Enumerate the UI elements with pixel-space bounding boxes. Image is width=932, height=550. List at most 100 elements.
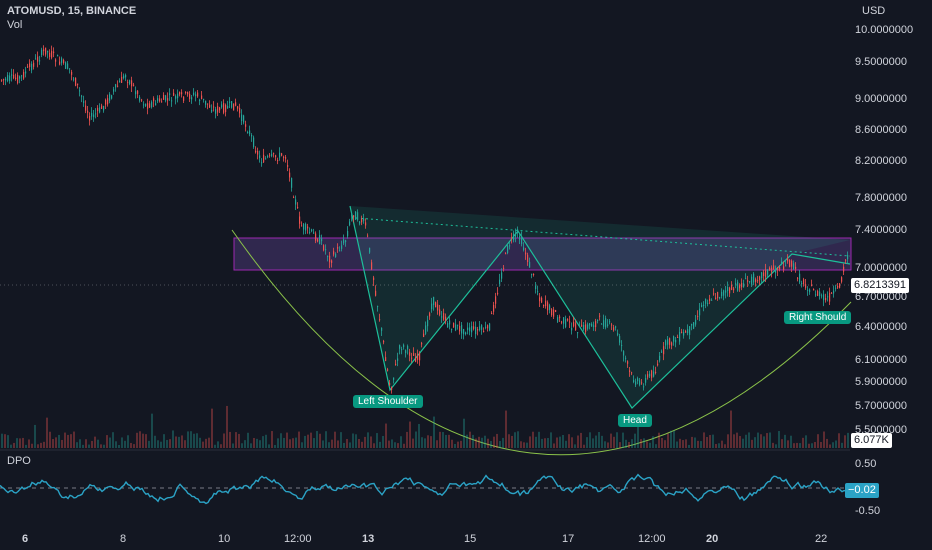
candle-body [21, 75, 23, 77]
candle-body [389, 383, 391, 385]
candle-body [387, 369, 389, 371]
candle-body [131, 80, 133, 87]
candle-body [839, 283, 841, 288]
volume-bar [301, 442, 303, 448]
volume-bar [259, 440, 261, 448]
volume-bar [844, 435, 846, 448]
volume-bar [721, 440, 723, 448]
candle-body [379, 319, 381, 321]
candle-body [843, 266, 845, 272]
volume-bar [451, 439, 453, 448]
candle-body [597, 319, 599, 321]
volume-bar [547, 438, 549, 448]
candle-body [85, 105, 87, 111]
volume-bar [829, 444, 831, 448]
candle-body [443, 313, 445, 320]
candle-body [661, 351, 663, 353]
candle-body [425, 325, 427, 334]
candle-body [255, 150, 257, 153]
candle-body [591, 323, 593, 327]
price-axis-label: 6.4000000 [855, 321, 907, 333]
volume-bar [772, 442, 774, 448]
candle-body [599, 315, 601, 317]
right-shoulder-label[interactable]: Right Should [784, 311, 852, 324]
volume-bar [433, 416, 435, 448]
volume-bar [676, 441, 678, 448]
candle-body [751, 276, 753, 285]
candle-body [829, 292, 831, 302]
candle-body [381, 327, 383, 331]
candle-body [773, 265, 775, 270]
candle-body [331, 260, 333, 263]
volume-bar [424, 438, 426, 448]
candle-body [625, 357, 627, 359]
volume-bar [196, 433, 198, 448]
volume-bar [340, 432, 342, 448]
candle-body [495, 296, 497, 304]
candle-body [477, 329, 479, 331]
volume-bar [1, 433, 3, 448]
volume-bar [67, 434, 69, 448]
candle-body [491, 313, 493, 315]
candle-body [717, 292, 719, 299]
volume-bar [313, 438, 315, 448]
volume-bar [97, 439, 99, 448]
candle-body [589, 323, 591, 326]
left-shoulder-label[interactable]: Left Shoulder [353, 395, 423, 408]
volume-bar [385, 423, 387, 448]
candle-body [27, 66, 29, 68]
volume-bar [673, 430, 675, 448]
volume-bar [289, 439, 291, 448]
dpo-legend[interactable]: DPO [7, 455, 31, 467]
candle-body [347, 231, 349, 237]
candle-body [151, 101, 153, 108]
candle-body [315, 233, 317, 241]
candle-body [807, 289, 809, 291]
cup-curve [231, 229, 852, 456]
volume-bar [826, 438, 828, 448]
candle-body [451, 328, 453, 330]
head-label[interactable]: Head [618, 414, 652, 427]
volume-bar [61, 439, 63, 448]
candle-body [683, 331, 685, 336]
candle-body [471, 326, 473, 333]
candle-body [539, 297, 541, 302]
candle-body [155, 103, 157, 106]
volume-bar [4, 434, 6, 448]
price-axis-label: 7.0000000 [855, 262, 907, 274]
volume-bar [571, 437, 573, 448]
candle-body [767, 269, 769, 275]
current-price-tag: 6.8213391 [851, 278, 909, 293]
volume-legend[interactable]: Vol [7, 19, 23, 31]
candle-body [57, 54, 59, 57]
candle-body [305, 223, 307, 231]
candle-body [351, 215, 353, 217]
symbol-title[interactable]: ATOMUSD, 15, BINANCE [7, 5, 137, 17]
volume-bar [235, 432, 237, 448]
volume-bar [175, 436, 177, 448]
volume-bar [643, 438, 645, 448]
volume-bar [799, 443, 801, 448]
candle-body [775, 270, 777, 273]
candle-body [75, 77, 77, 86]
candle-body [533, 273, 535, 276]
candle-body [671, 342, 673, 346]
volume-bar [274, 444, 276, 448]
volume-bar [709, 435, 711, 448]
candle-body [521, 236, 523, 244]
candle-body [101, 105, 103, 109]
volume-bar [397, 443, 399, 448]
candle-body [411, 357, 413, 359]
candle-body [475, 326, 477, 335]
candle-body [231, 101, 233, 108]
volume-bar [820, 441, 822, 448]
volume-bar [160, 441, 162, 448]
volume-bar [19, 438, 21, 448]
candle-body [583, 324, 585, 330]
volume-bar [439, 431, 441, 448]
candle-body [123, 75, 125, 79]
volume-bar [478, 436, 480, 448]
volume-bar [358, 439, 360, 448]
